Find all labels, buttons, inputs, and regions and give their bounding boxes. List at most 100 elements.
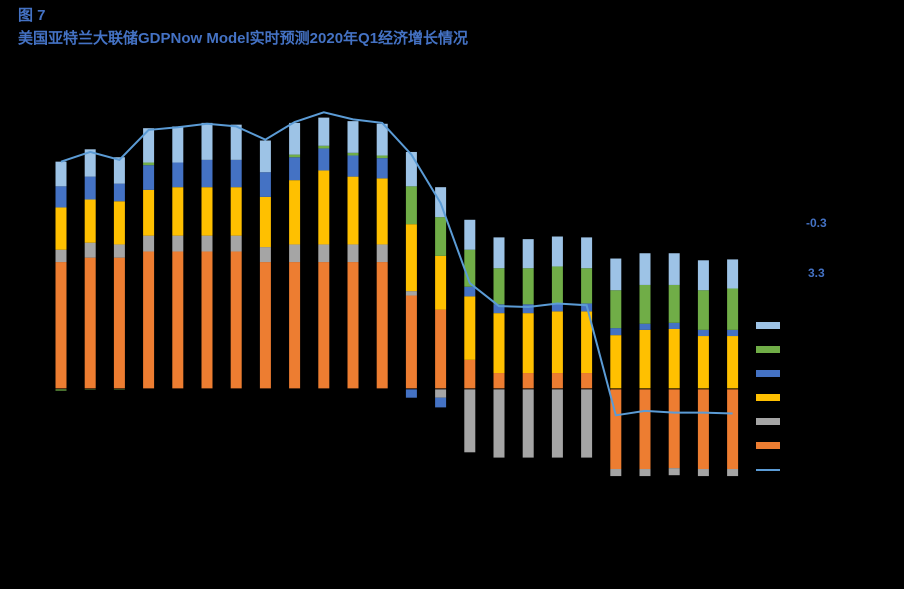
bar-segment: [639, 469, 651, 477]
bar-segment: [493, 373, 505, 389]
bar-segment: [405, 186, 417, 225]
bar-segment: [435, 388, 447, 398]
bar-segment: [347, 155, 359, 177]
bar-segment: [639, 284, 651, 324]
bar-segment: [55, 262, 67, 389]
bar-segment: [522, 373, 534, 389]
bar-segment: [201, 122, 213, 160]
bar-segment: [405, 295, 417, 389]
bar-segment: [551, 311, 563, 374]
bar-segment: [376, 244, 388, 263]
bar-segment: [376, 158, 388, 179]
bar-segment: [376, 178, 388, 245]
bar-segment: [84, 257, 96, 389]
bar-segment: [172, 235, 184, 252]
bar-segment: [464, 388, 476, 453]
chart-title: 图 7: [18, 7, 46, 24]
bar-segment: [347, 244, 359, 263]
bar-segment: [172, 162, 184, 188]
bar-segment: [201, 187, 213, 236]
bar-segment: [668, 322, 680, 329]
bar-segment: [230, 187, 242, 236]
bar-segment: [639, 329, 651, 389]
bar-segment: [610, 258, 622, 291]
bar-segment: [668, 284, 680, 323]
bar-segment: [172, 251, 184, 389]
bar-segment: [551, 236, 563, 267]
bar-segment: [668, 468, 680, 476]
bar-segment: [493, 313, 505, 374]
bar-segment: [581, 311, 593, 374]
bar-segment: [639, 323, 651, 330]
bar-segment: [347, 262, 359, 389]
line-series: [60, 111, 733, 417]
legend-swatch: [756, 346, 780, 353]
bar-segment: [435, 309, 447, 389]
bar-segment: [727, 288, 739, 330]
bar-segment: [405, 224, 417, 292]
annotation: -0.3: [806, 216, 827, 230]
bar-segment: [84, 176, 96, 200]
bar-segment: [289, 157, 301, 181]
bar-segment: [697, 336, 709, 389]
bar-segment: [697, 329, 709, 337]
bar-segment: [493, 388, 505, 458]
bar-segment: [610, 388, 622, 470]
bar-segment: [581, 373, 593, 389]
bar-segment: [318, 262, 330, 389]
bar-segment: [727, 259, 739, 289]
bar-segment: [84, 242, 96, 258]
bar-segment: [405, 151, 417, 187]
bar-segment: [143, 128, 155, 163]
bar-segment: [201, 159, 213, 188]
bar-segment: [639, 388, 651, 470]
bar-segment: [697, 260, 709, 291]
bar-segment: [55, 186, 67, 208]
bar-segment: [55, 249, 67, 263]
bar-segment: [610, 335, 622, 389]
bar-segment: [522, 304, 534, 314]
bar-segment: [522, 388, 534, 458]
bar-segment: [318, 244, 330, 263]
bar-segment: [143, 251, 155, 389]
bar-segment: [493, 268, 505, 305]
legend-swatch: [756, 322, 780, 329]
legend-swatch: [756, 418, 780, 425]
bar-segment: [143, 235, 155, 252]
bar-segment: [697, 290, 709, 330]
bar-segment: [522, 239, 534, 269]
bar-segment: [201, 235, 213, 252]
bar-segment: [727, 336, 739, 389]
bar-segment: [230, 235, 242, 252]
bar-segment: [318, 170, 330, 245]
bar-segment: [697, 388, 709, 470]
bar-segment: [668, 388, 680, 469]
bar-segment: [668, 253, 680, 285]
bar-segment: [697, 469, 709, 477]
bar-segment: [259, 172, 271, 197]
bar-segment: [259, 262, 271, 389]
bar-segment: [347, 121, 359, 153]
bar-segment: [522, 268, 534, 305]
legend-swatch: [756, 442, 780, 449]
bar-segment: [493, 237, 505, 269]
bar-segment: [84, 149, 96, 177]
bar-segment: [289, 262, 301, 389]
bar-segment: [55, 388, 67, 391]
bar-segment: [610, 469, 622, 477]
bar-segment: [318, 148, 330, 171]
bar-segment: [464, 249, 476, 287]
bar-segment: [464, 359, 476, 389]
bar-segment: [172, 187, 184, 236]
bar-segment: [113, 257, 125, 389]
bar-segment: [289, 180, 301, 245]
bar-segment: [347, 176, 359, 245]
bar-segment: [435, 397, 447, 408]
bar-segment: [259, 140, 271, 173]
bar-segment: [113, 201, 125, 245]
bar-segment: [259, 247, 271, 263]
bar-segment: [230, 251, 242, 389]
bar-segment: [113, 157, 125, 184]
bar-segment: [230, 159, 242, 188]
legend-swatch: [756, 370, 780, 377]
